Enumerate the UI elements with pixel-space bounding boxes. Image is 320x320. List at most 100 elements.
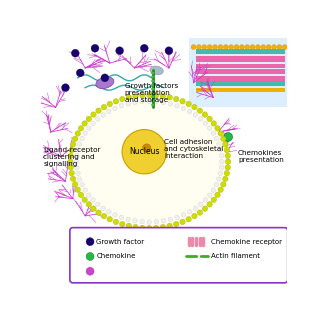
Circle shape bbox=[113, 106, 117, 111]
Circle shape bbox=[224, 147, 229, 153]
Circle shape bbox=[202, 112, 208, 117]
Circle shape bbox=[126, 223, 132, 228]
Circle shape bbox=[180, 99, 185, 104]
Circle shape bbox=[186, 101, 191, 107]
Circle shape bbox=[113, 212, 117, 217]
Text: Ligand-receptor
clustering and
signalling: Ligand-receptor clustering and signallin… bbox=[43, 147, 101, 167]
Circle shape bbox=[151, 92, 154, 94]
Circle shape bbox=[151, 95, 154, 98]
Circle shape bbox=[154, 99, 158, 104]
Circle shape bbox=[161, 219, 166, 223]
Circle shape bbox=[202, 44, 207, 50]
Circle shape bbox=[83, 188, 87, 192]
Circle shape bbox=[96, 117, 100, 121]
Circle shape bbox=[214, 182, 219, 187]
Circle shape bbox=[96, 210, 101, 215]
Circle shape bbox=[217, 177, 221, 181]
Circle shape bbox=[180, 219, 185, 225]
Circle shape bbox=[282, 44, 287, 50]
Circle shape bbox=[218, 187, 223, 192]
Circle shape bbox=[207, 44, 212, 50]
Bar bbox=[196, 76, 285, 81]
Circle shape bbox=[168, 102, 172, 106]
Circle shape bbox=[181, 212, 186, 217]
Text: Chemokine: Chemokine bbox=[96, 253, 136, 260]
Ellipse shape bbox=[74, 139, 84, 152]
Circle shape bbox=[160, 224, 166, 230]
Circle shape bbox=[234, 44, 239, 50]
Circle shape bbox=[207, 193, 212, 197]
Circle shape bbox=[192, 104, 197, 110]
Circle shape bbox=[245, 44, 250, 50]
Circle shape bbox=[101, 113, 105, 117]
Circle shape bbox=[119, 104, 124, 108]
Circle shape bbox=[140, 99, 144, 104]
Circle shape bbox=[207, 202, 212, 207]
Circle shape bbox=[107, 217, 113, 222]
Circle shape bbox=[261, 44, 266, 50]
Circle shape bbox=[153, 92, 159, 98]
Circle shape bbox=[107, 210, 111, 214]
Circle shape bbox=[188, 109, 192, 114]
Circle shape bbox=[219, 165, 224, 170]
Bar bbox=[196, 56, 285, 62]
Circle shape bbox=[87, 126, 91, 130]
Circle shape bbox=[224, 171, 229, 176]
Circle shape bbox=[113, 219, 119, 225]
Circle shape bbox=[107, 109, 111, 114]
Circle shape bbox=[120, 96, 125, 102]
Circle shape bbox=[225, 153, 230, 158]
Circle shape bbox=[193, 113, 197, 117]
Text: Chemokines
presentation: Chemokines presentation bbox=[238, 150, 284, 163]
Circle shape bbox=[220, 159, 224, 164]
Ellipse shape bbox=[70, 95, 228, 228]
Circle shape bbox=[120, 221, 125, 227]
Bar bbox=[196, 69, 285, 74]
Circle shape bbox=[147, 220, 151, 224]
Circle shape bbox=[140, 220, 144, 224]
Circle shape bbox=[220, 136, 226, 141]
Circle shape bbox=[153, 225, 159, 231]
Circle shape bbox=[173, 221, 179, 227]
Circle shape bbox=[133, 100, 137, 105]
Ellipse shape bbox=[150, 66, 163, 75]
Circle shape bbox=[70, 176, 76, 181]
Circle shape bbox=[140, 225, 145, 231]
Circle shape bbox=[211, 131, 216, 135]
Circle shape bbox=[140, 44, 148, 52]
Circle shape bbox=[80, 136, 84, 141]
Circle shape bbox=[86, 252, 94, 260]
Circle shape bbox=[212, 44, 218, 50]
Text: Chemokine receptor: Chemokine receptor bbox=[211, 239, 282, 245]
Circle shape bbox=[219, 154, 224, 158]
Circle shape bbox=[223, 44, 228, 50]
Text: Nucleus: Nucleus bbox=[129, 147, 160, 156]
Circle shape bbox=[277, 44, 282, 50]
Circle shape bbox=[107, 101, 113, 107]
Circle shape bbox=[211, 121, 217, 126]
Circle shape bbox=[86, 238, 94, 246]
Circle shape bbox=[181, 106, 186, 111]
Circle shape bbox=[147, 92, 152, 98]
Circle shape bbox=[101, 206, 105, 211]
Circle shape bbox=[119, 215, 124, 220]
Circle shape bbox=[160, 93, 166, 99]
Circle shape bbox=[151, 76, 154, 78]
Circle shape bbox=[215, 192, 220, 197]
Circle shape bbox=[143, 144, 151, 152]
Circle shape bbox=[69, 147, 74, 153]
Circle shape bbox=[188, 210, 192, 214]
Circle shape bbox=[87, 193, 91, 197]
Circle shape bbox=[167, 95, 172, 100]
Circle shape bbox=[68, 153, 73, 158]
Circle shape bbox=[77, 142, 82, 146]
Circle shape bbox=[154, 220, 158, 224]
Circle shape bbox=[207, 126, 212, 130]
Circle shape bbox=[151, 79, 154, 82]
Circle shape bbox=[225, 159, 231, 164]
Circle shape bbox=[239, 44, 244, 50]
Circle shape bbox=[82, 197, 87, 203]
Circle shape bbox=[68, 165, 73, 170]
Bar bbox=[196, 64, 285, 68]
Circle shape bbox=[165, 47, 173, 55]
